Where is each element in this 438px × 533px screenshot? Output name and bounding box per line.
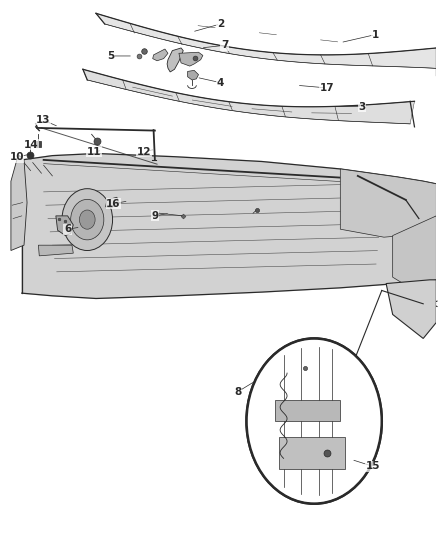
Text: 8: 8 <box>234 387 241 397</box>
Text: 9: 9 <box>151 211 159 221</box>
Text: 6: 6 <box>64 224 71 234</box>
Circle shape <box>62 189 113 251</box>
Text: 11: 11 <box>87 147 101 157</box>
Polygon shape <box>187 70 198 80</box>
Text: 12: 12 <box>137 147 151 157</box>
Polygon shape <box>83 69 414 124</box>
Text: 15: 15 <box>366 462 380 471</box>
Text: 17: 17 <box>320 83 335 93</box>
Circle shape <box>71 199 104 240</box>
Circle shape <box>79 210 95 229</box>
Text: 2: 2 <box>217 19 224 29</box>
Text: 5: 5 <box>108 51 115 61</box>
Polygon shape <box>275 400 340 421</box>
Polygon shape <box>167 48 183 72</box>
Text: 16: 16 <box>106 199 121 208</box>
Text: 7: 7 <box>221 41 228 50</box>
Circle shape <box>247 338 382 504</box>
Polygon shape <box>39 245 73 256</box>
Polygon shape <box>153 49 168 61</box>
Polygon shape <box>22 154 436 298</box>
Text: 10: 10 <box>9 152 24 162</box>
Polygon shape <box>279 437 345 469</box>
Polygon shape <box>106 197 119 208</box>
Text: 3: 3 <box>359 102 366 111</box>
Text: 4: 4 <box>217 78 224 87</box>
Circle shape <box>248 340 381 502</box>
Polygon shape <box>179 52 203 66</box>
Polygon shape <box>386 280 436 338</box>
Text: 13: 13 <box>35 115 50 125</box>
Polygon shape <box>56 216 73 236</box>
Polygon shape <box>340 169 436 237</box>
Text: 1: 1 <box>371 30 379 39</box>
Polygon shape <box>393 216 436 284</box>
Polygon shape <box>11 155 27 251</box>
Polygon shape <box>96 13 436 68</box>
Text: 14: 14 <box>24 140 39 150</box>
